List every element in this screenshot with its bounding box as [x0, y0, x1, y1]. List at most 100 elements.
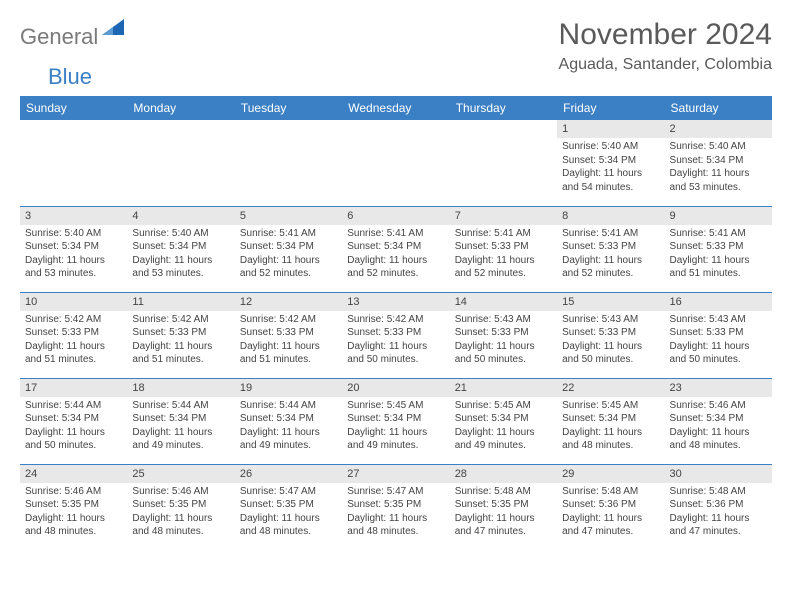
calendar-cell: 27Sunrise: 5:47 AMSunset: 5:35 PMDayligh…	[342, 464, 449, 550]
dayhead-sat: Saturday	[665, 96, 772, 120]
day-details: Sunrise: 5:44 AMSunset: 5:34 PMDaylight:…	[20, 397, 127, 456]
calendar-cell	[342, 120, 449, 206]
sunset-text: Sunset: 5:33 PM	[455, 326, 552, 340]
calendar-cell	[20, 120, 127, 206]
day-number: 23	[665, 379, 772, 397]
day-details: Sunrise: 5:42 AMSunset: 5:33 PMDaylight:…	[342, 311, 449, 370]
calendar-head: Sunday Monday Tuesday Wednesday Thursday…	[20, 96, 772, 120]
day-number: 12	[235, 293, 342, 311]
sunset-text: Sunset: 5:34 PM	[25, 412, 122, 426]
day-details: Sunrise: 5:47 AMSunset: 5:35 PMDaylight:…	[235, 483, 342, 542]
daylight-text: Daylight: 11 hours and 50 minutes.	[455, 340, 552, 367]
daylight-text: Daylight: 11 hours and 48 minutes.	[347, 512, 444, 539]
calendar-cell: 12Sunrise: 5:42 AMSunset: 5:33 PMDayligh…	[235, 292, 342, 378]
day-details: Sunrise: 5:41 AMSunset: 5:34 PMDaylight:…	[235, 225, 342, 284]
calendar-cell: 6Sunrise: 5:41 AMSunset: 5:34 PMDaylight…	[342, 206, 449, 292]
sunrise-text: Sunrise: 5:43 AM	[455, 313, 552, 327]
day-number: 29	[557, 465, 664, 483]
day-number: 7	[450, 207, 557, 225]
calendar-cell: 29Sunrise: 5:48 AMSunset: 5:36 PMDayligh…	[557, 464, 664, 550]
logo-text-blue: Blue	[48, 64, 92, 90]
day-number: 16	[665, 293, 772, 311]
calendar-row: 17Sunrise: 5:44 AMSunset: 5:34 PMDayligh…	[20, 378, 772, 464]
sunrise-text: Sunrise: 5:47 AM	[347, 485, 444, 499]
calendar-cell: 7Sunrise: 5:41 AMSunset: 5:33 PMDaylight…	[450, 206, 557, 292]
day-number: 5	[235, 207, 342, 225]
day-details: Sunrise: 5:41 AMSunset: 5:33 PMDaylight:…	[665, 225, 772, 284]
sunset-text: Sunset: 5:35 PM	[132, 498, 229, 512]
calendar-cell: 13Sunrise: 5:42 AMSunset: 5:33 PMDayligh…	[342, 292, 449, 378]
logo-triangle-icon	[102, 19, 124, 40]
day-details: Sunrise: 5:45 AMSunset: 5:34 PMDaylight:…	[557, 397, 664, 456]
calendar-cell	[235, 120, 342, 206]
sunrise-text: Sunrise: 5:40 AM	[670, 140, 767, 154]
daylight-text: Daylight: 11 hours and 52 minutes.	[455, 254, 552, 281]
dayhead-thu: Thursday	[450, 96, 557, 120]
sunrise-text: Sunrise: 5:44 AM	[25, 399, 122, 413]
daylight-text: Daylight: 11 hours and 47 minutes.	[670, 512, 767, 539]
daylight-text: Daylight: 11 hours and 48 minutes.	[25, 512, 122, 539]
calendar-cell: 5Sunrise: 5:41 AMSunset: 5:34 PMDaylight…	[235, 206, 342, 292]
calendar-table: Sunday Monday Tuesday Wednesday Thursday…	[20, 96, 772, 550]
dayhead-wed: Wednesday	[342, 96, 449, 120]
sunset-text: Sunset: 5:34 PM	[132, 240, 229, 254]
day-details: Sunrise: 5:44 AMSunset: 5:34 PMDaylight:…	[235, 397, 342, 456]
sunset-text: Sunset: 5:33 PM	[670, 326, 767, 340]
day-details: Sunrise: 5:40 AMSunset: 5:34 PMDaylight:…	[20, 225, 127, 284]
day-details: Sunrise: 5:43 AMSunset: 5:33 PMDaylight:…	[557, 311, 664, 370]
sunrise-text: Sunrise: 5:46 AM	[132, 485, 229, 499]
calendar-cell: 1Sunrise: 5:40 AMSunset: 5:34 PMDaylight…	[557, 120, 664, 206]
day-number: 3	[20, 207, 127, 225]
sunrise-text: Sunrise: 5:45 AM	[562, 399, 659, 413]
day-number: 26	[235, 465, 342, 483]
day-number: 11	[127, 293, 234, 311]
sunrise-text: Sunrise: 5:42 AM	[25, 313, 122, 327]
dayhead-mon: Monday	[127, 96, 234, 120]
calendar-cell: 25Sunrise: 5:46 AMSunset: 5:35 PMDayligh…	[127, 464, 234, 550]
sunset-text: Sunset: 5:36 PM	[670, 498, 767, 512]
sunset-text: Sunset: 5:33 PM	[562, 240, 659, 254]
sunrise-text: Sunrise: 5:43 AM	[562, 313, 659, 327]
calendar-cell: 26Sunrise: 5:47 AMSunset: 5:35 PMDayligh…	[235, 464, 342, 550]
sunset-text: Sunset: 5:34 PM	[347, 240, 444, 254]
day-details: Sunrise: 5:42 AMSunset: 5:33 PMDaylight:…	[235, 311, 342, 370]
daylight-text: Daylight: 11 hours and 52 minutes.	[240, 254, 337, 281]
daylight-text: Daylight: 11 hours and 50 minutes.	[347, 340, 444, 367]
daylight-text: Daylight: 11 hours and 54 minutes.	[562, 167, 659, 194]
calendar-cell: 19Sunrise: 5:44 AMSunset: 5:34 PMDayligh…	[235, 378, 342, 464]
sunset-text: Sunset: 5:33 PM	[562, 326, 659, 340]
calendar-cell: 14Sunrise: 5:43 AMSunset: 5:33 PMDayligh…	[450, 292, 557, 378]
dayhead-sun: Sunday	[20, 96, 127, 120]
daylight-text: Daylight: 11 hours and 47 minutes.	[562, 512, 659, 539]
day-details: Sunrise: 5:48 AMSunset: 5:35 PMDaylight:…	[450, 483, 557, 542]
daylight-text: Daylight: 11 hours and 50 minutes.	[670, 340, 767, 367]
location-text: Aguada, Santander, Colombia	[559, 56, 772, 74]
sunrise-text: Sunrise: 5:46 AM	[25, 485, 122, 499]
sunset-text: Sunset: 5:34 PM	[240, 240, 337, 254]
daylight-text: Daylight: 11 hours and 52 minutes.	[347, 254, 444, 281]
daylight-text: Daylight: 11 hours and 49 minutes.	[347, 426, 444, 453]
day-number: 10	[20, 293, 127, 311]
sunset-text: Sunset: 5:34 PM	[132, 412, 229, 426]
sunset-text: Sunset: 5:34 PM	[240, 412, 337, 426]
sunset-text: Sunset: 5:34 PM	[25, 240, 122, 254]
calendar-cell: 23Sunrise: 5:46 AMSunset: 5:34 PMDayligh…	[665, 378, 772, 464]
day-number: 4	[127, 207, 234, 225]
sunrise-text: Sunrise: 5:48 AM	[562, 485, 659, 499]
day-number: 17	[20, 379, 127, 397]
daylight-text: Daylight: 11 hours and 48 minutes.	[562, 426, 659, 453]
calendar-cell: 10Sunrise: 5:42 AMSunset: 5:33 PMDayligh…	[20, 292, 127, 378]
calendar-row: 10Sunrise: 5:42 AMSunset: 5:33 PMDayligh…	[20, 292, 772, 378]
calendar-cell: 15Sunrise: 5:43 AMSunset: 5:33 PMDayligh…	[557, 292, 664, 378]
day-details: Sunrise: 5:40 AMSunset: 5:34 PMDaylight:…	[665, 138, 772, 197]
daylight-text: Daylight: 11 hours and 53 minutes.	[670, 167, 767, 194]
calendar-row: 3Sunrise: 5:40 AMSunset: 5:34 PMDaylight…	[20, 206, 772, 292]
sunrise-text: Sunrise: 5:46 AM	[670, 399, 767, 413]
sunrise-text: Sunrise: 5:45 AM	[455, 399, 552, 413]
daylight-text: Daylight: 11 hours and 50 minutes.	[25, 426, 122, 453]
logo-text-gray: General	[20, 24, 98, 50]
calendar-cell: 4Sunrise: 5:40 AMSunset: 5:34 PMDaylight…	[127, 206, 234, 292]
sunset-text: Sunset: 5:34 PM	[562, 154, 659, 168]
daylight-text: Daylight: 11 hours and 53 minutes.	[132, 254, 229, 281]
sunset-text: Sunset: 5:34 PM	[455, 412, 552, 426]
